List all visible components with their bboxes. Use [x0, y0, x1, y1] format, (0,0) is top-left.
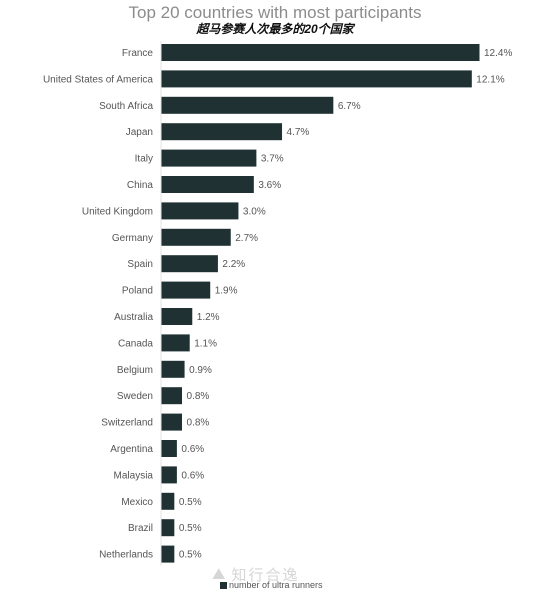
- bar: [161, 519, 175, 537]
- value-label: 3.7%: [261, 154, 284, 165]
- value-label: 6.7%: [338, 101, 361, 112]
- category-label: Mexico: [121, 497, 153, 508]
- bar: [161, 440, 177, 457]
- bar: [161, 281, 211, 299]
- value-label: 12.4%: [484, 48, 512, 59]
- category-label: Poland: [122, 286, 153, 297]
- bar: [161, 545, 175, 563]
- category-label: Netherlands: [99, 550, 153, 561]
- value-label: 2.7%: [235, 233, 258, 244]
- category-label: China: [127, 180, 154, 191]
- bar: [161, 413, 183, 431]
- value-label: 1.1%: [194, 338, 217, 349]
- category-label: Switzerland: [101, 418, 153, 429]
- category-label: Brazil: [128, 523, 153, 534]
- bars-layer: France 12.4% United States of America 12.1%…: [43, 44, 512, 563]
- chart-subtitle: 超马参赛人次最多的20个国家: [196, 22, 354, 36]
- value-label: 12.1%: [476, 74, 504, 85]
- category-label: Sweden: [117, 391, 153, 402]
- bar: [161, 360, 185, 378]
- category-label: Argentina: [110, 444, 153, 455]
- value-label: 0.5%: [179, 497, 202, 508]
- chart-title: Top 20 countries with most participants: [128, 3, 422, 22]
- watermark-text: 知行合逸: [231, 567, 300, 584]
- value-label: 0.6%: [181, 470, 204, 481]
- legend: number of ultra runners: [220, 580, 323, 590]
- category-label: Belgium: [117, 365, 153, 376]
- category-label: Germany: [112, 233, 153, 244]
- watermark: ⛰ 知行合逸: [212, 564, 299, 585]
- legend-swatch: [220, 581, 227, 589]
- bar: [161, 70, 472, 88]
- value-label: 3.0%: [243, 206, 266, 217]
- bar: [161, 149, 257, 167]
- value-label: 0.8%: [187, 418, 210, 429]
- bar: [161, 123, 283, 141]
- bar: [161, 202, 239, 220]
- bar: [161, 228, 231, 246]
- value-label: 0.8%: [187, 391, 210, 402]
- bar: [161, 466, 177, 484]
- value-label: 0.5%: [179, 523, 202, 534]
- value-label: 1.2%: [197, 312, 220, 323]
- mountain-logo-icon: ⛰: [212, 565, 228, 583]
- category-label: Italy: [135, 154, 153, 165]
- bar: [161, 334, 190, 352]
- category-label: Spain: [127, 259, 153, 270]
- bar: [161, 387, 183, 405]
- category-label: Malaysia: [114, 470, 154, 481]
- value-label: 0.5%: [179, 550, 202, 561]
- category-label: Canada: [118, 338, 153, 349]
- category-label: United States of America: [43, 74, 153, 85]
- bar: [161, 308, 193, 325]
- category-label: South Africa: [99, 101, 153, 112]
- category-label: Japan: [126, 127, 153, 138]
- category-label: France: [122, 48, 154, 59]
- value-label: 1.9%: [215, 286, 238, 297]
- bar: [161, 44, 480, 61]
- bar: [161, 176, 254, 193]
- category-label: Australia: [114, 312, 153, 323]
- bar: [161, 492, 175, 510]
- category-label: United Kingdom: [82, 206, 153, 217]
- value-label: 3.6%: [258, 180, 281, 191]
- value-label: 4.7%: [287, 127, 310, 138]
- value-label: 2.2%: [222, 259, 245, 270]
- legend-label: number of ultra runners: [229, 580, 323, 590]
- value-label: 0.9%: [189, 365, 212, 376]
- bar: [161, 96, 334, 114]
- value-label: 0.6%: [181, 444, 204, 455]
- bar: [161, 255, 218, 273]
